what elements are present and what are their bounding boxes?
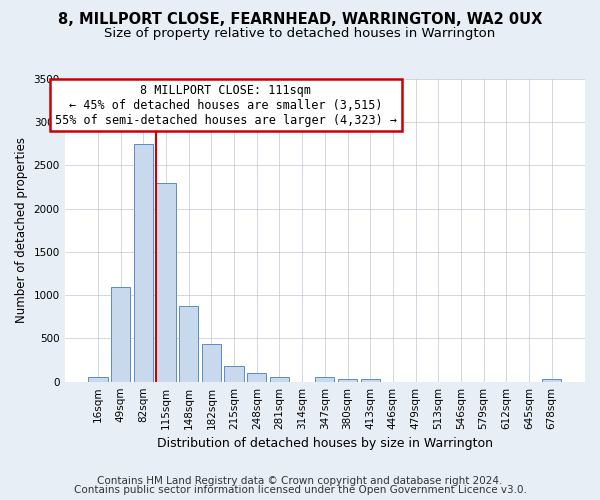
Text: Contains HM Land Registry data © Crown copyright and database right 2024.: Contains HM Land Registry data © Crown c… <box>97 476 503 486</box>
Bar <box>111 286 130 382</box>
Bar <box>157 183 176 382</box>
Text: Size of property relative to detached houses in Warrington: Size of property relative to detached ho… <box>104 28 496 40</box>
Text: 8 MILLPORT CLOSE: 111sqm
← 45% of detached houses are smaller (3,515)
55% of sem: 8 MILLPORT CLOSE: 111sqm ← 45% of detach… <box>55 84 397 126</box>
Bar <box>361 379 380 382</box>
Bar <box>179 306 199 382</box>
Y-axis label: Number of detached properties: Number of detached properties <box>15 138 28 324</box>
Bar <box>315 377 334 382</box>
Bar <box>224 366 244 382</box>
X-axis label: Distribution of detached houses by size in Warrington: Distribution of detached houses by size … <box>157 437 493 450</box>
Bar <box>542 379 562 382</box>
Bar <box>247 373 266 382</box>
Bar <box>338 378 357 382</box>
Text: Contains public sector information licensed under the Open Government Licence v3: Contains public sector information licen… <box>74 485 526 495</box>
Bar <box>88 378 107 382</box>
Text: 8, MILLPORT CLOSE, FEARNHEAD, WARRINGTON, WA2 0UX: 8, MILLPORT CLOSE, FEARNHEAD, WARRINGTON… <box>58 12 542 28</box>
Bar <box>270 377 289 382</box>
Bar <box>202 344 221 382</box>
Bar <box>134 144 153 382</box>
